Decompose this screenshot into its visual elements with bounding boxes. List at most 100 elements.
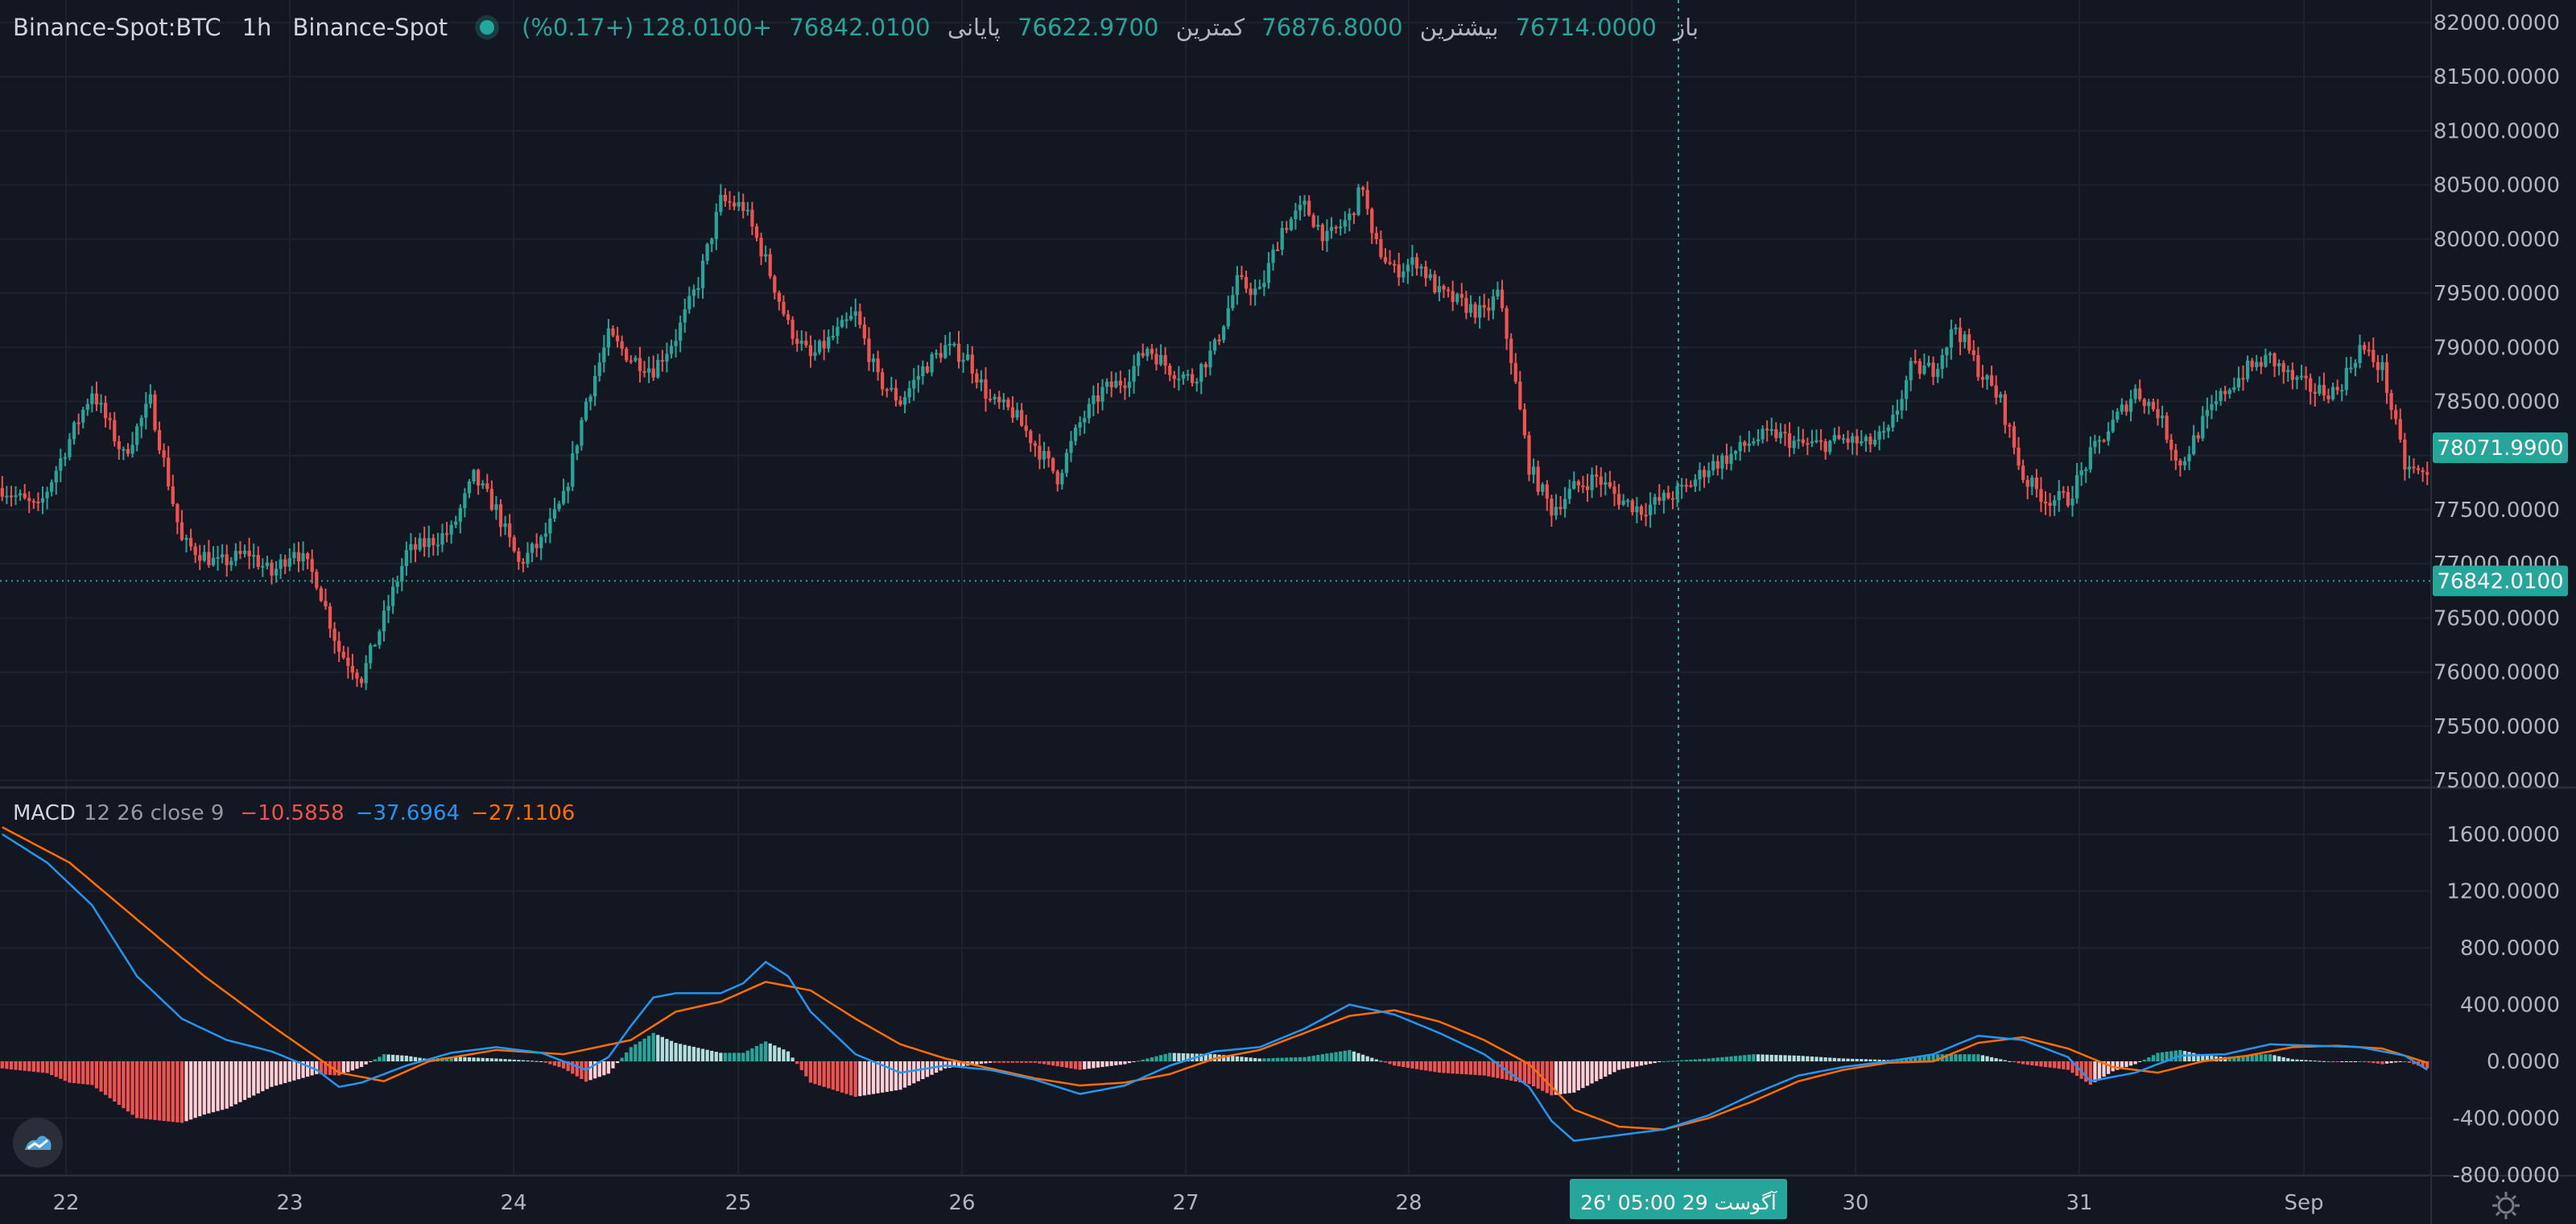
histogram-bar [1482, 1061, 1486, 1076]
candle-body [1329, 226, 1334, 231]
histogram-bar [1087, 1061, 1091, 1069]
candle-body [754, 226, 759, 238]
candle-body [171, 486, 175, 505]
candle-body [1531, 466, 1536, 475]
histogram-bar [1348, 1049, 1352, 1061]
histogram-bar [2043, 1061, 2048, 1068]
histogram-bar [283, 1061, 287, 1083]
histogram-bar [1971, 1054, 1975, 1061]
histogram-bar [804, 1061, 808, 1077]
candle-body [1226, 308, 1230, 327]
candle-body [59, 458, 63, 471]
candle-body [256, 555, 260, 567]
histogram-bar [975, 1061, 979, 1065]
candle-body [1020, 410, 1024, 426]
candle-body [1096, 395, 1100, 402]
candle-body [1886, 427, 1890, 432]
histogram-bar [1985, 1056, 1989, 1061]
macd-line [2, 833, 2428, 1143]
candle-body [1832, 435, 1836, 441]
histogram-bar [1702, 1058, 1707, 1061]
candle-body [364, 663, 368, 684]
candle-body [1541, 484, 1545, 492]
histogram-bar [202, 1061, 206, 1115]
candle-body [1360, 187, 1365, 190]
histogram-bar [1370, 1057, 1374, 1061]
candle-body [1612, 486, 1616, 494]
candle-body [198, 555, 202, 561]
candle-body [126, 449, 130, 454]
candle-body [2245, 360, 2250, 379]
histogram-bar [1567, 1061, 1571, 1094]
macd-indicator-name[interactable]: MACD [13, 801, 76, 825]
high-value: 76876.8000 [1261, 14, 1403, 41]
candle-body [804, 341, 808, 345]
histogram-bar [184, 1061, 188, 1122]
candle-body [274, 569, 279, 576]
histogram-bar [2012, 1061, 2017, 1063]
histogram-bar [2299, 1060, 2304, 1061]
histogram-bar [175, 1061, 180, 1123]
histogram-bar [2384, 1061, 2389, 1064]
crosshair-time-badge: 26' آگوست 29 05:00 [1580, 1190, 1777, 1214]
histogram-bar [728, 1052, 732, 1061]
candle-body [521, 561, 526, 564]
candle-body [566, 486, 570, 491]
interval-label[interactable]: 1h [242, 14, 272, 41]
histogram-bar [773, 1045, 777, 1061]
histogram-bar [2330, 1061, 2335, 1062]
candle-body [2107, 431, 2111, 441]
histogram-bar [907, 1061, 911, 1085]
histogram-bar [1055, 1061, 1059, 1067]
histogram-bar [2156, 1052, 2160, 1061]
histogram-bar [1244, 1057, 1249, 1061]
candle-body [997, 396, 1001, 403]
candle-body [584, 401, 588, 420]
logo-icon[interactable] [13, 1118, 63, 1168]
settings-gear-icon[interactable] [2490, 1189, 2522, 1222]
histogram-bar [687, 1045, 691, 1061]
histogram-bar [1689, 1059, 1693, 1061]
histogram-bar [853, 1061, 857, 1098]
candle-body [2034, 478, 2038, 490]
candle-body [1244, 276, 1249, 289]
histogram-bar [912, 1061, 916, 1084]
candle-body [2264, 354, 2268, 367]
overlays [0, 0, 2431, 1176]
candle-body [1616, 494, 1621, 505]
histogram-bar [902, 1061, 907, 1088]
candle-body [620, 341, 624, 349]
candle-body [1127, 382, 1132, 388]
histogram-bar [2412, 1061, 2416, 1065]
candle-body [1473, 304, 1477, 318]
candle-body [1320, 225, 1325, 242]
histogram-bar [1150, 1057, 1154, 1061]
histogram-bar [1491, 1061, 1495, 1077]
candle-body [36, 501, 40, 503]
candle-body [2403, 439, 2407, 470]
candle-body [2340, 390, 2344, 392]
candle-body [1024, 425, 1028, 432]
candle-body [822, 341, 826, 349]
histogram-bar [817, 1061, 822, 1085]
candle-body [1042, 451, 1046, 460]
candle-body [1743, 441, 1747, 446]
candle-body [1190, 374, 1195, 383]
histogram-bar [108, 1061, 112, 1098]
candle-body [894, 387, 898, 401]
candle-body [148, 394, 153, 404]
candle-body [2335, 387, 2339, 391]
histogram-bar [1010, 1061, 1015, 1063]
histogram-bar [782, 1049, 786, 1061]
candle-body [1909, 361, 1913, 381]
candle-body [1316, 225, 1320, 227]
symbol-name[interactable]: Binance-Spot:BTC [13, 14, 221, 41]
histogram-bar [2039, 1061, 2043, 1067]
histogram-bar [777, 1047, 781, 1061]
candle-body [2142, 399, 2146, 407]
candle-body [827, 337, 831, 349]
histogram-bar [1096, 1061, 1100, 1068]
histogram-bar [1222, 1055, 1226, 1061]
candle-body [72, 422, 76, 440]
